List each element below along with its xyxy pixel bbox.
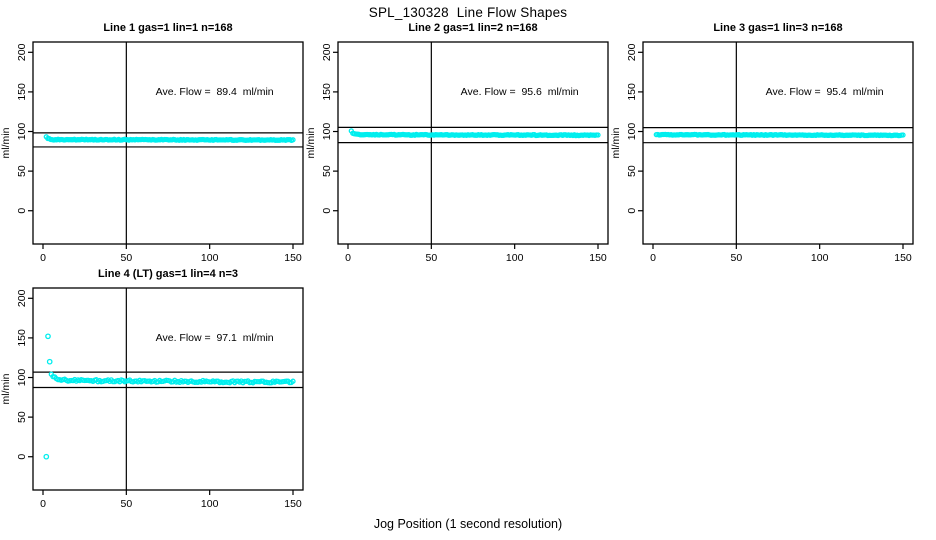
ave-flow-annotation: Ave. Flow = 97.1 ml/min — [156, 332, 274, 344]
x-tick-label: 150 — [284, 498, 302, 510]
outlier-point — [45, 333, 51, 340]
x-axis-title: Jog Position (1 second resolution) — [373, 517, 563, 531]
x-tick-label: 50 — [425, 252, 437, 264]
plot-line-3: 0 50 100 150 0 50 100 150 200 ml/min Ave. Flow = 9… — [610, 41, 914, 264]
y-tick-label: 100 — [16, 369, 28, 387]
panel-title-line-4: Line 4 (LT) gas=1 lin=4 n=3 — [97, 268, 239, 280]
flow-points — [43, 333, 296, 460]
y-tick-label: 0 — [16, 208, 28, 214]
x-tick-label: 0 — [650, 252, 656, 264]
y-axis-title: ml/min — [610, 127, 622, 158]
y-axis-title: ml/min — [305, 127, 317, 158]
plot-line-4: 0 50 100 150 0 50 100 150 200 ml/min Ave. Flow = 9… — [0, 287, 304, 510]
plot-box — [32, 287, 304, 491]
ave-flow-annotation: Ave. Flow = 89.4 ml/min — [156, 86, 274, 98]
y-axis-title: ml/min — [0, 127, 12, 158]
ave-flow-annotation: Ave. Flow = 95.4 ml/min — [766, 86, 884, 98]
ave-flow-annotation: Ave. Flow = 95.6 ml/min — [461, 86, 579, 98]
y-tick-label: 150 — [16, 83, 28, 101]
y-tick-label: 150 — [321, 83, 333, 101]
flow-point — [595, 132, 601, 138]
outlier-point — [46, 358, 53, 365]
flow-points — [43, 134, 296, 144]
x-tick-label: 0 — [345, 252, 351, 264]
plot-box — [337, 41, 609, 245]
flow-point — [290, 378, 296, 384]
y-axis-title: ml/min — [0, 373, 12, 404]
y-tick-label: 200 — [321, 43, 333, 61]
y-tick-label: 0 — [16, 454, 28, 460]
panel-title-line-2: Line 2 gas=1 lin=2 n=168 — [408, 22, 538, 34]
y-tick-label: 200 — [626, 43, 638, 61]
x-tick-label: 0 — [40, 252, 46, 264]
main-title: SPL_130328 Line Flow Shapes — [368, 5, 568, 20]
panel-line-4: Line 4 (LT) gas=1 lin=4 n=3 0 50 100 150 0 50… — [0, 266, 310, 518]
y-tick-label: 200 — [16, 43, 28, 61]
y-tick-label: 50 — [321, 165, 333, 177]
panel-line-1: Line 1 gas=1 lin=1 n=168 0 50 100 150 0 50 100… — [0, 20, 310, 272]
flow-point — [900, 132, 906, 138]
x-tick-label: 50 — [120, 498, 132, 510]
y-tick-label: 150 — [626, 83, 638, 101]
y-tick-label: 200 — [16, 289, 28, 307]
panel-title-line-1: Line 1 gas=1 lin=1 n=168 — [103, 22, 233, 34]
plot-box — [32, 41, 304, 245]
x-tick-label: 50 — [120, 252, 132, 264]
x-tick-label: 150 — [284, 252, 302, 264]
x-tick-label: 100 — [506, 252, 524, 264]
x-tick-label: 150 — [894, 252, 912, 264]
plot-line-1: 0 50 100 150 0 50 100 150 200 ml/min Ave. Flow = 8… — [0, 41, 304, 264]
flow-points — [348, 128, 601, 139]
flow-points — [653, 131, 906, 139]
y-tick-label: 150 — [16, 329, 28, 347]
outlier-point — [43, 453, 50, 460]
y-tick-label: 50 — [626, 165, 638, 177]
x-tick-label: 100 — [811, 252, 829, 264]
x-tick-label: 0 — [40, 498, 46, 510]
y-tick-label: 0 — [321, 208, 333, 214]
flow-point — [290, 137, 296, 143]
y-tick-label: 100 — [16, 123, 28, 141]
panel-line-3: Line 3 gas=1 lin=3 n=168 0 50 100 150 0 50 100… — [610, 20, 920, 272]
x-tick-label: 100 — [201, 498, 219, 510]
x-tick-label: 150 — [589, 252, 607, 264]
y-tick-label: 50 — [16, 165, 28, 177]
y-tick-label: 100 — [626, 123, 638, 141]
y-tick-label: 50 — [16, 411, 28, 423]
y-tick-label: 0 — [626, 208, 638, 214]
panel-line-2: Line 2 gas=1 lin=2 n=168 0 50 100 150 0 50 100… — [305, 20, 615, 272]
x-tick-label: 50 — [730, 252, 742, 264]
x-tick-label: 100 — [201, 252, 219, 264]
y-tick-label: 100 — [321, 123, 333, 141]
plot-box — [642, 41, 914, 245]
panel-title-line-3: Line 3 gas=1 lin=3 n=168 — [713, 22, 843, 34]
plot-line-2: 0 50 100 150 0 50 100 150 200 ml/min Ave. Flow = 9… — [305, 41, 609, 264]
